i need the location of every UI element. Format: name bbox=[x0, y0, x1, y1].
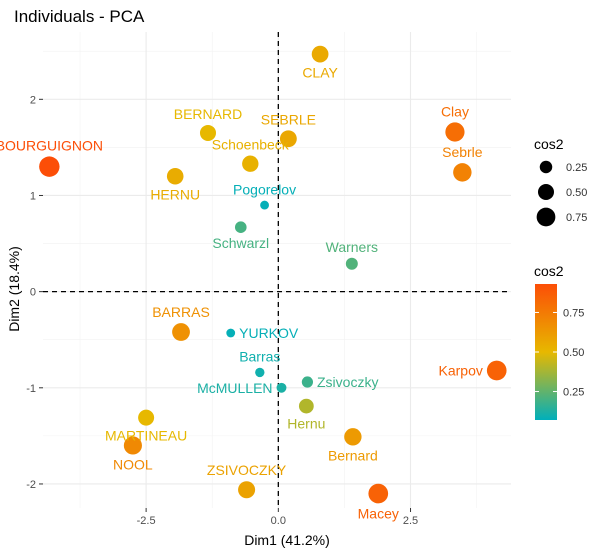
point-label-clay: CLAY bbox=[302, 64, 338, 80]
x-tick-label: 0.0 bbox=[271, 515, 286, 527]
legend-size-label: 0.25 bbox=[566, 162, 587, 174]
point-label-macey: Macey bbox=[358, 505, 399, 521]
point-clay bbox=[445, 122, 465, 142]
point-label-bourguignon: BOURGUIGNON bbox=[0, 137, 103, 153]
point-label-barras: Barras bbox=[239, 349, 280, 365]
legend-size-key bbox=[536, 207, 556, 227]
point-hernu bbox=[298, 398, 314, 414]
y-axis-label: Dim2 (18.4%) bbox=[6, 246, 22, 332]
legend-size-key bbox=[539, 160, 553, 174]
point-martineau bbox=[138, 409, 155, 426]
point-label-hernu: HERNU bbox=[150, 187, 200, 203]
point-schoenbeck bbox=[242, 155, 259, 172]
legend-size: cos2 0.25 0.50 0.75 bbox=[534, 136, 587, 227]
point-sebrle bbox=[453, 163, 472, 182]
legend-size-label: 0.50 bbox=[566, 187, 587, 199]
point-barras bbox=[255, 367, 265, 378]
point-yurkov bbox=[226, 328, 236, 338]
point-bernard bbox=[199, 124, 217, 141]
point-bernard bbox=[344, 428, 362, 446]
point-label-barras: BARRAS bbox=[152, 304, 210, 320]
y-tick-label: 2 bbox=[30, 94, 36, 106]
y-tick-label: 1 bbox=[30, 190, 36, 202]
point-warners bbox=[345, 257, 358, 270]
x-tick-label: -2.5 bbox=[137, 515, 156, 527]
point-label-warners: Warners bbox=[326, 239, 378, 255]
point-nool bbox=[123, 436, 142, 455]
point-labels-layer: SEBRLE CLAY BERNARD YURKOV ZSIVOCZKY McMULLEN… bbox=[0, 64, 483, 521]
point-schwarzl bbox=[234, 221, 247, 234]
point-label-zsivoczky: Zsivoczky bbox=[317, 374, 378, 390]
point-bourguignon bbox=[39, 156, 60, 177]
y-tick-label: -2 bbox=[26, 479, 36, 491]
y-tick-label: -1 bbox=[26, 383, 36, 395]
x-axis-label: Dim1 (41.2%) bbox=[244, 532, 330, 548]
point-label-schoenbeck: Schoenbeck bbox=[212, 137, 290, 153]
point-label-sebrle: Sebrle bbox=[442, 144, 483, 160]
legend-size-label: 0.75 bbox=[566, 212, 587, 224]
point-pogorelov bbox=[260, 200, 269, 210]
point-zsivoczky bbox=[238, 481, 256, 499]
point-label-clay: Clay bbox=[441, 103, 469, 119]
legend-color-bar bbox=[535, 284, 557, 420]
point-label-nool: NOOL bbox=[113, 457, 153, 473]
chart-title: Individuals - PCA bbox=[14, 7, 145, 26]
legend-size-key bbox=[537, 183, 555, 201]
point-hernu bbox=[166, 167, 184, 185]
reference-lines bbox=[43, 32, 511, 508]
point-label-sebrle: SEBRLE bbox=[261, 111, 316, 127]
point-sebrle bbox=[279, 130, 297, 148]
point-label-karpov: Karpov bbox=[439, 362, 483, 378]
point-label-pogorelov: Pogorelov bbox=[233, 182, 296, 198]
point-label-bernard: Bernard bbox=[328, 448, 378, 464]
point-clay bbox=[311, 45, 329, 63]
legend-size-title: cos2 bbox=[534, 136, 564, 152]
y-tick-label: 0 bbox=[30, 287, 36, 299]
point-label-yurkov: YURKOV bbox=[239, 325, 299, 341]
point-karpov bbox=[486, 360, 507, 381]
point-label-zsivoczky: ZSIVOCZKY bbox=[207, 462, 287, 478]
point-label-hernu: Hernu bbox=[287, 415, 325, 431]
point-label-bernard: BERNARD bbox=[174, 106, 242, 122]
x-tick-label: 2.5 bbox=[403, 515, 418, 527]
point-macey bbox=[368, 483, 389, 504]
legend-color-label: 0.75 bbox=[563, 307, 584, 319]
point-barras bbox=[172, 323, 190, 341]
point-label-martineau: MARTINEAU bbox=[105, 428, 187, 444]
point-label-mcmullen: McMULLEN bbox=[197, 380, 272, 396]
point-mcmullen bbox=[276, 382, 287, 393]
legend-color: cos2 0.25 0.50 0.75 bbox=[534, 263, 584, 420]
legend-color-label: 0.50 bbox=[563, 347, 584, 359]
point-zsivoczky bbox=[301, 376, 314, 388]
axis-ticks: -2.5 0.0 2.5 -2 -1 0 1 2 bbox=[26, 94, 418, 527]
points-layer bbox=[39, 45, 507, 504]
point-label-schwarzl: Schwarzl bbox=[212, 235, 269, 251]
legend-color-label: 0.25 bbox=[563, 387, 584, 399]
legend-color-title: cos2 bbox=[534, 263, 564, 279]
